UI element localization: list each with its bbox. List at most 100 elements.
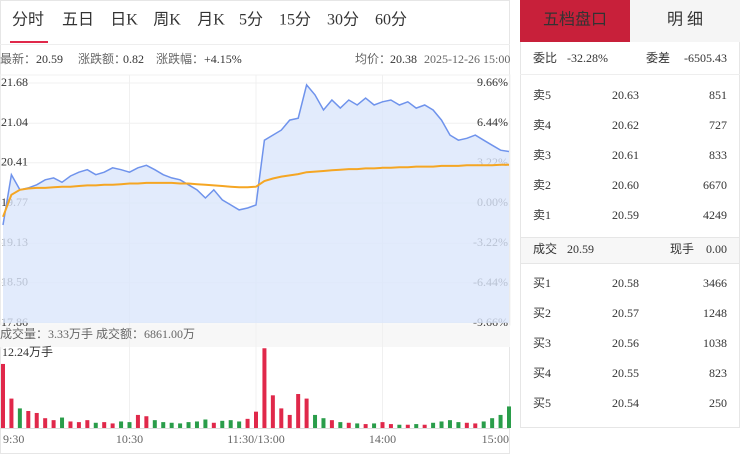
average-line	[2, 163, 509, 218]
book-volume: 6670	[703, 178, 727, 192]
book-volume: 823	[709, 366, 727, 380]
volume-bar	[405, 424, 410, 428]
y2-tick-label: 6.44%	[477, 115, 508, 129]
book-label: 买5	[533, 396, 551, 410]
volume-bar	[473, 423, 478, 428]
volume-bar	[507, 406, 511, 428]
volume-bar	[194, 421, 199, 428]
hand-value: 0.00	[706, 242, 727, 256]
book-volume: 1038	[703, 336, 727, 350]
info-label: 最新：	[0, 51, 36, 66]
tab: 30分	[327, 11, 359, 29]
volume-bar	[237, 421, 242, 428]
info-time: 2025-12-26 15:00	[424, 52, 510, 66]
book-price: 20.56	[612, 336, 639, 350]
book-label: 买1	[533, 276, 551, 290]
x-tick-label: 9:30	[3, 432, 24, 446]
volume-bar	[279, 408, 284, 428]
book-volume: 250	[709, 396, 727, 410]
book-label: 卖1	[533, 208, 551, 222]
volume-bar	[329, 420, 334, 428]
volume-bar	[338, 422, 343, 428]
ratio-value: -32.28%	[567, 51, 608, 65]
volume-bar	[186, 422, 191, 428]
side-tab: 五档盘口	[543, 10, 607, 29]
volume-bar	[161, 422, 166, 428]
volume-bar	[439, 421, 444, 428]
tab: 月K	[197, 12, 225, 29]
book-label: 卖4	[533, 118, 551, 132]
book-volume: 727	[709, 118, 727, 132]
volume-bar	[228, 420, 233, 428]
volume-bar	[447, 420, 452, 428]
volume-bar	[203, 419, 208, 428]
x-tick-label: 11:30/13:00	[227, 432, 285, 446]
y-tick-label: 21.68	[1, 75, 28, 89]
price-line	[2, 83, 510, 226]
volume-bar	[397, 424, 402, 428]
volume-bar	[169, 422, 174, 428]
volume-bar	[490, 418, 495, 428]
volume-bar	[270, 395, 275, 428]
volume-bar	[380, 422, 385, 428]
volume-bar	[34, 412, 39, 428]
tab: 15分	[279, 11, 311, 29]
volume-bar	[26, 411, 31, 428]
volume-bar	[321, 418, 326, 428]
volume-tick-label: 12.24万手	[2, 345, 53, 359]
book-volume: 4249	[703, 208, 727, 222]
book-volume: 3466	[703, 276, 727, 290]
volume-title: 成交量：3.33万手 成交额：6861.00万	[0, 326, 195, 341]
deal-value: 20.59	[567, 242, 594, 256]
volume-bar	[51, 420, 56, 428]
book-label: 买3	[533, 336, 551, 350]
volume-bar	[363, 424, 368, 428]
tab: 5分	[239, 11, 263, 29]
volume-bar	[17, 408, 22, 428]
book-volume: 1248	[703, 306, 727, 320]
info-label: 涨跌幅：	[156, 51, 204, 66]
volume-bar	[68, 421, 73, 428]
tab: 日K	[110, 12, 138, 29]
volume-bar	[388, 424, 393, 428]
tab: 五日	[62, 12, 94, 29]
volume-bar	[313, 414, 318, 428]
volume-bar	[431, 422, 436, 428]
volume-bar	[110, 423, 115, 428]
hand-label: 现手	[670, 242, 694, 256]
x-tick-label: 14:00	[369, 432, 396, 446]
volume-bar	[287, 414, 292, 428]
info-label: 涨跌额：	[78, 51, 126, 66]
ratio-label: 委比	[533, 51, 557, 65]
book-label: 卖5	[533, 88, 551, 102]
y2-tick-label: 9.66%	[477, 75, 508, 89]
side-tab[interactable]	[630, 0, 740, 42]
book-label: 买4	[533, 366, 551, 380]
diff-label: 委差	[646, 51, 670, 65]
info-value: 0.82	[123, 52, 144, 66]
volume-bar	[296, 394, 301, 428]
volume-bar	[93, 422, 98, 428]
deal-label: 成交	[533, 241, 557, 256]
info-value: 20.59	[36, 52, 63, 66]
volume-bar	[127, 422, 132, 428]
active-side-tab[interactable]	[520, 0, 630, 42]
tab: 60分	[375, 11, 407, 29]
volume-bar	[262, 348, 267, 428]
volume-bar	[211, 422, 216, 428]
volume-bar	[43, 418, 48, 428]
tab: 周K	[153, 12, 181, 29]
diff-value: -6505.43	[684, 51, 727, 65]
book-label: 卖2	[533, 178, 551, 192]
info-label: 均价：	[355, 52, 391, 66]
volume-bar	[456, 422, 461, 428]
deal-row	[521, 237, 739, 263]
book-volume: 833	[709, 148, 727, 162]
book-price: 20.58	[612, 276, 639, 290]
volume-bar	[152, 420, 157, 428]
x-tick-label: 15:00	[482, 432, 509, 446]
side-tab: 明 细	[667, 11, 703, 29]
volume-bar	[60, 417, 65, 428]
book-volume: 851	[709, 88, 727, 102]
